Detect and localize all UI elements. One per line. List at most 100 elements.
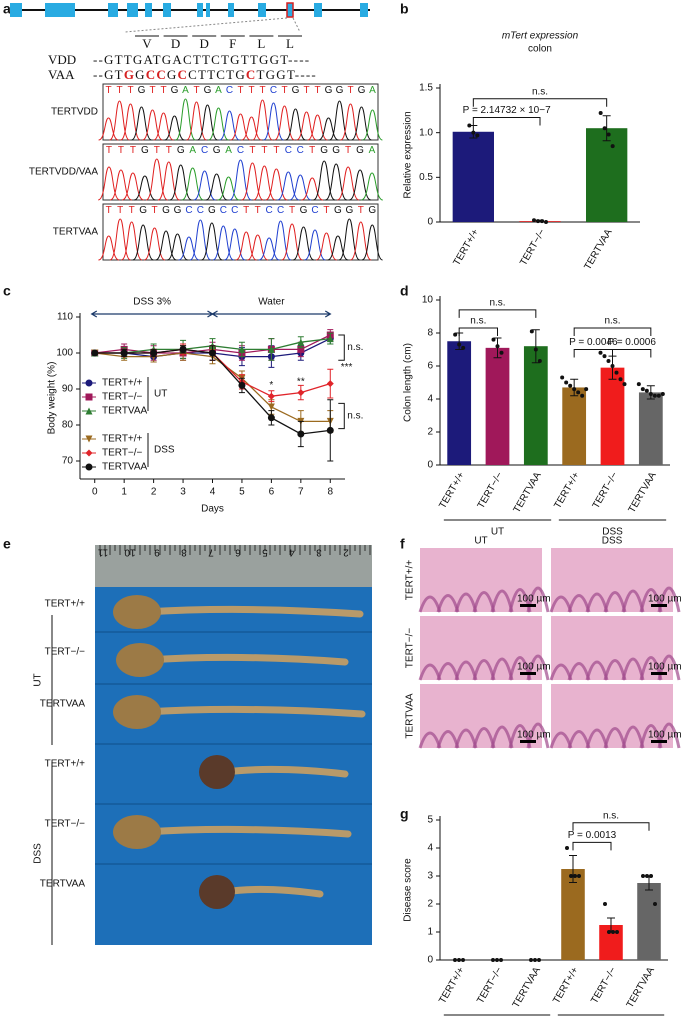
peak <box>361 224 383 261</box>
panel-label: b <box>400 1 409 17</box>
data-point <box>568 383 573 388</box>
amino-acid: D <box>171 36 180 51</box>
annotation: n.s. <box>489 298 505 309</box>
data-point <box>580 393 585 398</box>
marker <box>297 338 305 346</box>
annotation: DSS 3% <box>133 297 171 308</box>
x-tick-label: 1 <box>121 487 127 498</box>
scale-label: 100 µm <box>517 594 551 605</box>
data-point <box>572 387 577 392</box>
peak <box>98 235 120 261</box>
marker <box>91 349 99 357</box>
panel-label: d <box>400 283 409 299</box>
y-tick-label: 6 <box>427 361 433 372</box>
bracket <box>573 327 652 337</box>
marker <box>150 349 158 357</box>
histology-image <box>420 548 542 612</box>
data-point <box>529 329 534 334</box>
chart-subtitle: colon <box>528 44 552 55</box>
peak <box>327 235 349 261</box>
error-bar <box>602 115 611 142</box>
data-point <box>602 126 607 131</box>
colon-blob <box>199 755 235 789</box>
scale-label: 100 µm <box>648 662 682 673</box>
data-point <box>560 375 565 380</box>
peak <box>164 115 185 141</box>
legend-label: TERT−/− <box>102 392 143 403</box>
data-point <box>495 958 499 962</box>
seq-name: VAA <box>48 67 75 82</box>
scale-bar <box>520 740 536 743</box>
y-tick-label: 90 <box>62 384 74 395</box>
marker <box>267 403 275 411</box>
ruler-number: 10 <box>124 546 136 557</box>
peak <box>217 176 240 201</box>
data-point <box>453 332 458 337</box>
x-tick-label: 6 <box>269 487 275 498</box>
data-point <box>499 350 504 355</box>
bar <box>485 347 510 465</box>
data-point <box>475 133 480 138</box>
y-tick-label: 4 <box>427 843 433 854</box>
annotation: P = 0.0013 <box>568 830 617 841</box>
y-axis-label: Body weight (%) <box>47 362 58 435</box>
panel-label: a <box>3 1 11 17</box>
seq-name: VDD <box>48 52 76 67</box>
data-point <box>540 219 544 224</box>
bar <box>523 346 548 465</box>
exon <box>145 3 152 17</box>
ruler <box>95 545 372 587</box>
annotation: n.s. <box>347 411 363 422</box>
marker <box>267 345 275 353</box>
exon <box>197 3 203 17</box>
y-tick-label: 5 <box>427 815 433 826</box>
legend-label: TERTVAA <box>102 462 148 473</box>
data-point <box>457 342 462 347</box>
amino-acid: V <box>142 36 152 51</box>
y-tick-label: 0 <box>427 217 433 228</box>
data-point <box>529 958 533 962</box>
scale-label: 100 µm <box>648 594 682 605</box>
colon-blob <box>113 815 161 849</box>
data-point <box>499 958 503 962</box>
marker <box>297 345 305 353</box>
marker <box>238 381 246 389</box>
trace-label: TERTVDD/VAA <box>29 167 98 178</box>
y-axis-label: Disease score <box>403 858 414 922</box>
data-point <box>618 377 623 382</box>
row-label: TERT+/+ <box>405 560 416 601</box>
legend-group: UT <box>154 389 167 400</box>
data-point <box>602 354 607 359</box>
bar <box>561 869 585 960</box>
histology-image <box>420 684 542 748</box>
ruler-number: 6 <box>235 546 241 557</box>
colon-tube <box>141 605 364 618</box>
ruler-number: 3 <box>316 546 322 557</box>
peak <box>258 237 280 261</box>
marker <box>267 414 275 422</box>
data-point <box>495 344 500 349</box>
bar <box>447 341 472 465</box>
exon <box>45 3 75 17</box>
bar <box>600 367 625 465</box>
y-tick-label: 8 <box>427 328 433 339</box>
peak <box>362 109 383 141</box>
colon-tube <box>141 705 366 718</box>
panel-label: g <box>400 806 409 822</box>
colon-tube <box>144 653 349 666</box>
x-axis-label: Days <box>201 504 224 515</box>
row-label: TERTVAA <box>405 693 416 739</box>
data-point <box>544 220 548 224</box>
data-point <box>577 874 581 878</box>
legend-label: TERT+/+ <box>102 378 143 389</box>
sequence: --GTTGATGACTTCTGTTGGT---- <box>93 52 310 67</box>
trace-label: TERTVAA <box>53 227 99 238</box>
row-label: TERTVAA <box>40 879 86 890</box>
data-point <box>533 958 537 962</box>
x-tick-label: 8 <box>327 487 333 498</box>
bracket <box>458 309 537 318</box>
row-label: TERT+/+ <box>45 759 86 770</box>
exon <box>10 3 22 17</box>
annotation: n.s. <box>532 86 548 97</box>
